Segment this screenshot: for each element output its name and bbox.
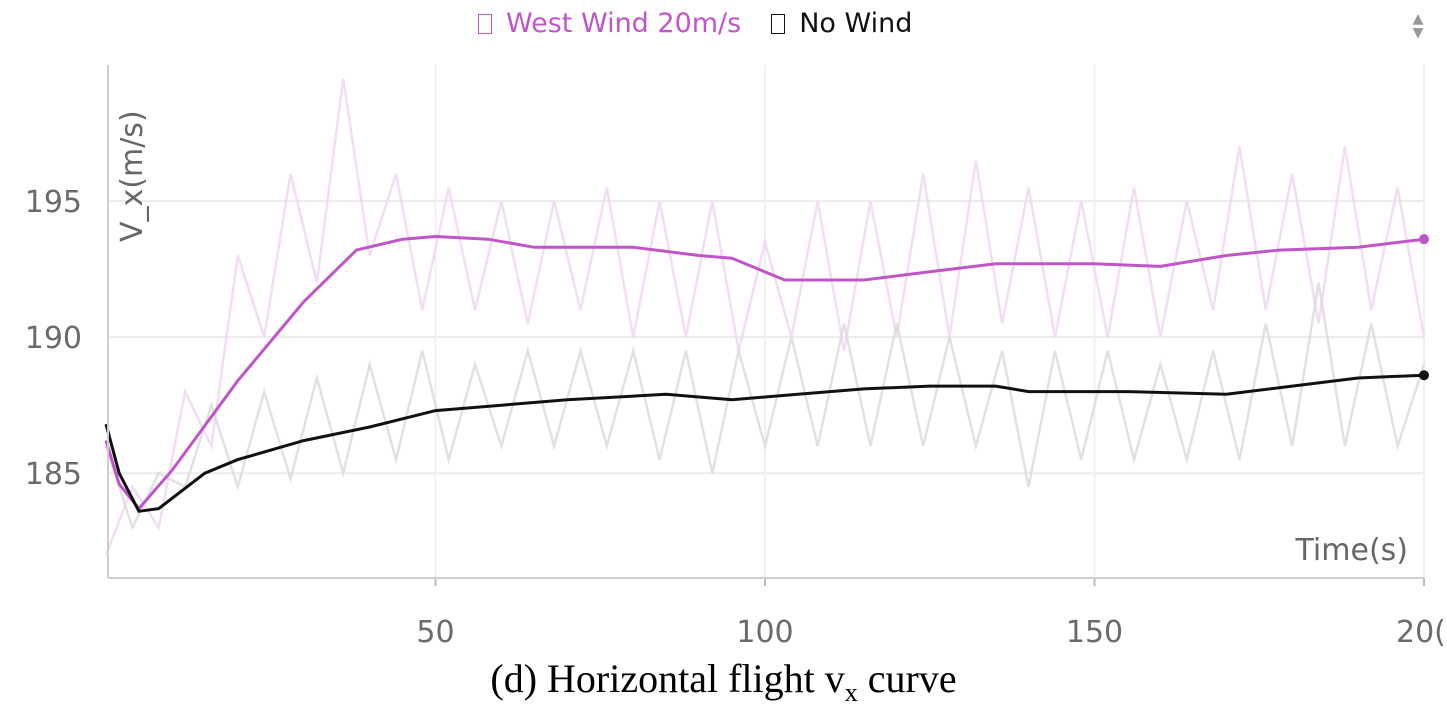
series-end-point-1 [1419, 370, 1429, 381]
y-axis-label: V_x(m/s) [115, 110, 150, 242]
series-end-point-0 [1419, 234, 1429, 245]
smoothed-series-line-0 [104, 234, 1425, 511]
legend: West Wind 20m/s No Wind [478, 8, 912, 39]
legend-item-no-wind[interactable]: No Wind [771, 8, 912, 39]
x-axis-label: Time(s) [1295, 533, 1408, 568]
legend-swatch [478, 13, 492, 34]
caption-tail: curve [857, 656, 957, 701]
smoothed-series-line-1 [104, 373, 1425, 513]
x-tick-label: 150 [1066, 615, 1123, 650]
y-tick-label: 185 [25, 457, 82, 492]
legend-swatch [771, 13, 786, 34]
y-tick-label: 195 [25, 185, 82, 220]
grid [108, 65, 1425, 578]
raw-series-line-0 [104, 78, 1426, 556]
axes: 185 190 195 50 100 150 20( [25, 65, 1446, 650]
legend-label: No Wind [799, 8, 913, 39]
caption-subscript: x [844, 678, 858, 707]
legend-label: West Wind 20m/s [506, 8, 742, 39]
caption-text: (d) Horizontal flight v [490, 656, 845, 701]
y-tick-label: 190 [25, 321, 82, 356]
figure-caption: (d) Horizontal flight vx curve [0, 655, 1447, 708]
raw-series-line-1 [104, 282, 1426, 532]
sort-up-down-icon[interactable]: ▲ ▼ [1412, 11, 1424, 41]
x-tick-label: 100 [736, 615, 793, 650]
x-tick-label: 20( [1396, 615, 1446, 650]
legend-item-west-wind[interactable]: West Wind 20m/s [478, 8, 741, 39]
x-tick-label: 50 [416, 615, 454, 650]
series-lines [104, 78, 1429, 556]
